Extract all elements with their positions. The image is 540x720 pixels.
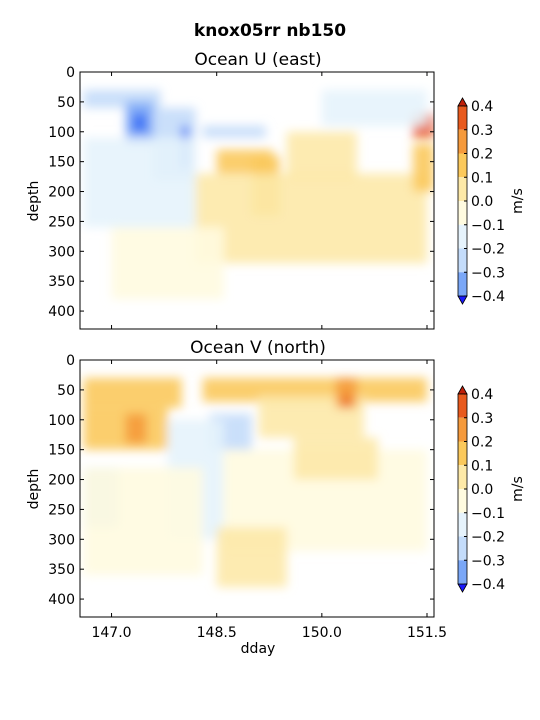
field-patch <box>132 113 147 132</box>
y-tick-label: 400 <box>48 304 75 320</box>
y-tick-label: 0 <box>66 353 75 369</box>
colorbar-bin <box>458 394 467 418</box>
y-tick-label: 150 <box>48 155 75 171</box>
colorbar-u-label: m/s <box>510 188 526 214</box>
colorbar-tick-label: −0.4 <box>471 289 505 305</box>
colorbar-tick-label: −0.1 <box>471 218 505 234</box>
u-ylabel: depth <box>26 181 42 222</box>
colorbar-tick-label: 0.0 <box>471 194 493 210</box>
colorbar-tick-label: −0.3 <box>471 265 505 281</box>
y-tick-label: 250 <box>48 502 75 518</box>
y-tick-label: 350 <box>48 562 75 578</box>
colorbar-bin <box>458 465 467 489</box>
colorbar-v: 0.4 0.3 0.2 0.1 0.0 −0.1 −0.2 −0.3 −0.4 <box>457 385 505 593</box>
figure-suptitle: knox05rr nb150 <box>194 21 346 41</box>
colorbar-bin <box>458 536 467 561</box>
panel-ocean-v: Ocean V (north) 0 50 100 150 200 250 300 350 400… <box>26 338 447 657</box>
y-tick-label: 100 <box>48 125 75 141</box>
field-patch <box>286 131 357 180</box>
field-patch <box>83 137 196 228</box>
field-patch <box>293 437 378 480</box>
v-y-ticks: 0 50 100 150 200 250 300 350 400 <box>48 353 434 608</box>
x-tick-label: 148.5 <box>197 625 237 641</box>
colorbar-extend-min <box>457 583 468 593</box>
colorbar-bin <box>458 129 467 154</box>
field-patch <box>83 467 203 576</box>
colorbar-tick-label: 0.0 <box>471 482 493 498</box>
v-xlabel: dday <box>241 641 276 657</box>
field-patch <box>412 143 434 192</box>
colorbar-tick-label: −0.4 <box>471 577 505 593</box>
y-tick-label: 300 <box>48 532 75 548</box>
v-field <box>83 377 427 588</box>
y-tick-label: 50 <box>57 383 75 399</box>
u-axes-frame <box>79 71 435 330</box>
colorbar-extend-max <box>457 385 468 395</box>
colorbar-bin <box>458 560 467 584</box>
colorbar-bin <box>458 272 467 296</box>
y-tick-label: 250 <box>48 214 75 230</box>
v-ylabel: depth <box>26 469 42 510</box>
x-tick-label: 147.0 <box>91 625 131 641</box>
field-patch <box>216 527 287 588</box>
colorbar-tick-label: 0.3 <box>471 123 493 139</box>
field-patch <box>321 89 427 126</box>
y-tick-label: 200 <box>48 185 75 201</box>
u-field <box>83 89 434 300</box>
colorbar-bin <box>458 441 467 466</box>
colorbar-tick-label: 0.2 <box>471 147 493 163</box>
v-axes-frame <box>79 359 435 618</box>
y-tick-label: 50 <box>57 95 75 111</box>
colorbar-u: 0.4 0.3 0.2 0.1 0.0 −0.1 −0.2 −0.3 −0.4 <box>457 97 505 305</box>
colorbar-tick-label: −0.2 <box>471 530 505 546</box>
colorbar-tick-label: 0.2 <box>471 435 493 451</box>
y-tick-label: 350 <box>48 274 75 290</box>
y-tick-label: 150 <box>48 443 75 459</box>
colorbar-bin <box>458 417 467 442</box>
colorbar-bin <box>458 201 467 225</box>
colorbar-tick-label: −0.3 <box>471 553 505 569</box>
field-patch <box>195 173 427 264</box>
x-tick-label: 151.5 <box>407 625 447 641</box>
u-y-ticks: 0 50 100 150 200 250 300 350 400 <box>48 65 434 320</box>
colorbar-tick-label: 0.3 <box>471 411 493 427</box>
colorbar-tick-label: 0.1 <box>471 458 493 474</box>
colorbar-bin <box>458 512 467 537</box>
field-patch <box>202 125 266 138</box>
panel-v-title: Ocean V (north) <box>190 338 326 358</box>
panel-ocean-u: Ocean U (east) 050100150200250300350400 … <box>26 50 435 330</box>
colorbar-extend-max <box>457 97 468 107</box>
colorbar-bin <box>458 489 467 513</box>
colorbar-bin <box>458 153 467 178</box>
colorbar-tick-label: 0.4 <box>471 387 493 403</box>
y-tick-label: 200 <box>48 473 75 489</box>
panel-u-title: Ocean U (east) <box>194 50 321 70</box>
colorbar-bin <box>458 177 467 201</box>
field-patch <box>335 377 357 408</box>
y-tick-label: 100 <box>48 413 75 429</box>
field-patch <box>111 227 224 300</box>
colorbar-bin <box>458 106 467 130</box>
colorbar-bin <box>458 248 467 273</box>
field-patch <box>125 413 147 444</box>
field-patch <box>83 377 182 408</box>
y-tick-label: 300 <box>48 244 75 260</box>
y-tick-label: 400 <box>48 592 75 608</box>
colorbar-tick-label: 0.4 <box>471 99 493 115</box>
colorbar-extend-min <box>457 295 468 305</box>
colorbar-tick-label: −0.2 <box>471 242 505 258</box>
v-x-ticks: 147.0 148.5 150.0 151.5 <box>91 360 447 641</box>
x-tick-label: 150.0 <box>302 625 342 641</box>
colorbar-tick-label: −0.1 <box>471 506 505 522</box>
colorbar-v-label: m/s <box>510 476 526 502</box>
field-patch <box>342 395 350 408</box>
u-x-ticks <box>111 72 428 329</box>
colorbar-tick-label: 0.1 <box>471 170 493 186</box>
colorbar-bin <box>458 224 467 249</box>
y-tick-label: 0 <box>66 65 75 81</box>
